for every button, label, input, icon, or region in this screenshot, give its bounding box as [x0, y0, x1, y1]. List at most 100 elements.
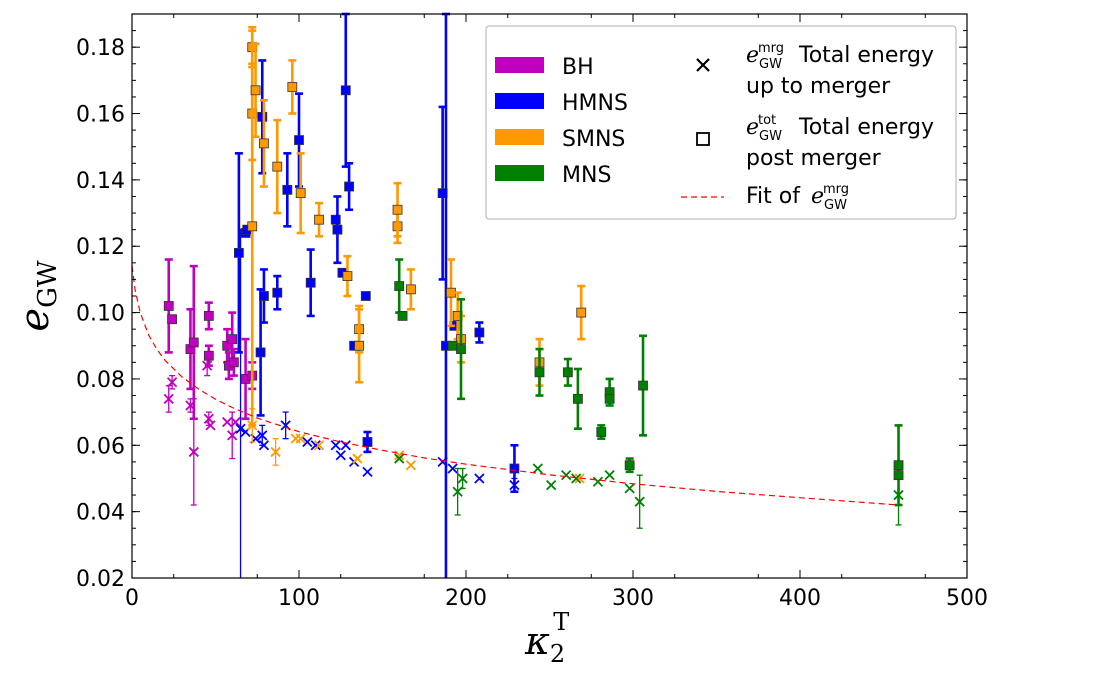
- smns-total-point: [247, 221, 258, 232]
- smns-merger-point: [405, 460, 417, 471]
- y-tick-label: 0.14: [76, 169, 125, 194]
- bh-merger-point: [205, 420, 216, 431]
- legend-label-smns: SMNS: [562, 127, 625, 152]
- bh-total-point: [227, 334, 238, 345]
- mns-merger-point: [394, 453, 405, 464]
- cross-stroke: [574, 473, 585, 484]
- cross-stroke: [302, 436, 313, 448]
- cross-stroke: [270, 446, 281, 458]
- mns-total-point: [604, 393, 615, 404]
- mns-total-point: [893, 460, 904, 471]
- smns-merger-point: [295, 433, 306, 444]
- cross-stroke: [340, 440, 351, 451]
- cross-stroke: [604, 470, 615, 481]
- hmns-total-point: [509, 463, 520, 474]
- cross-stroke: [624, 483, 635, 494]
- hmns-total-point: [282, 184, 293, 195]
- legend-marker-square: [696, 132, 710, 146]
- hmns-total-point: [272, 287, 283, 298]
- cross-stroke: [205, 420, 216, 431]
- mns-total-point: [534, 367, 545, 378]
- cross-stroke: [352, 453, 363, 464]
- legend-label-mns: MNS: [562, 163, 611, 188]
- cross-stroke: [546, 479, 557, 491]
- fit-curve: [131, 266, 899, 506]
- plot-marks: [163, 12, 904, 578]
- mns-total-point: [394, 281, 405, 291]
- mns-merger-point: [604, 470, 615, 481]
- legend-square-line2: post merger: [746, 146, 882, 171]
- x-axis-title-sup: T: [553, 608, 569, 636]
- legend-fit-sub: GW: [824, 198, 847, 213]
- legend-swatch-mns: [495, 165, 544, 181]
- hmns-total-point: [474, 327, 485, 338]
- legend-square-sub: GW: [759, 129, 782, 144]
- smns-merger-point: [574, 473, 585, 484]
- cross-stroke: [295, 433, 306, 444]
- x-tick-label: 400: [779, 586, 821, 611]
- legend-cross-sub: GW: [759, 57, 782, 72]
- smns-merger-point: [290, 433, 301, 444]
- cross-stroke: [474, 473, 485, 484]
- legend-fit-sup: mrg: [823, 182, 849, 197]
- cross-stroke: [634, 496, 645, 507]
- legend-fit-e: e: [811, 184, 824, 209]
- hmns-merger-point: [302, 436, 313, 448]
- y-tick-label: 0.10: [76, 302, 125, 327]
- legend-cross-line1: Total energy: [798, 43, 934, 68]
- hmns-merger-point: [330, 440, 341, 451]
- mns-total-point: [624, 460, 635, 471]
- y-tick-label: 0.16: [76, 103, 125, 128]
- cross-stroke: [166, 377, 178, 388]
- x-tick-label: 500: [946, 586, 988, 611]
- mns-total-point: [596, 427, 607, 437]
- legend-label-hmns: HMNS: [562, 91, 628, 116]
- bh-merger-point: [163, 393, 174, 404]
- hmns-total-point: [332, 224, 343, 235]
- mns-total-point: [562, 367, 573, 378]
- cross-stroke: [310, 440, 321, 451]
- hmns-total-point: [344, 181, 355, 192]
- cross-stroke: [257, 430, 268, 441]
- smns-total-point: [287, 82, 298, 92]
- x-tick-label: 0: [125, 586, 139, 611]
- cross-stroke: [394, 453, 405, 464]
- y-axis-title-main: e: [12, 308, 58, 332]
- hmns-total-point: [259, 291, 269, 301]
- mns-merger-point: [546, 479, 557, 491]
- cross-stroke: [163, 393, 174, 404]
- legend-square-e: e: [746, 115, 759, 140]
- smns-total-point: [354, 340, 365, 351]
- smns-merger-point: [352, 453, 363, 464]
- y-axis-title-sub: GW: [33, 260, 63, 308]
- hmns-merger-point: [474, 473, 485, 484]
- bh-total-point: [163, 301, 174, 311]
- bh-merger-point: [227, 430, 238, 441]
- hmns-merger-point: [310, 440, 321, 451]
- y-tick-label: 0.02: [76, 567, 125, 592]
- cross-stroke: [280, 420, 291, 431]
- y-tick-label: 0.12: [76, 235, 125, 260]
- axis-ticks: 0 100 200 300 400 500 0.02 0.04 0.06 0.08 0.10 0.12…: [76, 14, 988, 611]
- smns-total-point: [314, 214, 324, 225]
- legend-frame: [485, 25, 957, 220]
- cross-stroke: [571, 473, 582, 484]
- x-axis-title: κ2 T: [524, 608, 569, 668]
- hmns-merger-point: [362, 466, 373, 477]
- smns-total-point: [392, 204, 403, 215]
- legend: BH HMNS SMNS MNS eGWmrg Total energy up …: [485, 25, 957, 220]
- cross-stroke: [313, 440, 325, 451]
- y-tick-label: 0.18: [76, 36, 125, 61]
- legend-marker-cross: [696, 58, 710, 72]
- smns-total-point: [342, 271, 353, 281]
- legend-cross-line2: up to merger: [746, 74, 891, 99]
- hmns-merger-point: [258, 440, 270, 451]
- smns-total-point: [259, 138, 269, 149]
- hmns-total-point: [362, 437, 373, 447]
- bh-total-point: [228, 357, 239, 368]
- cross-stroke: [258, 440, 270, 451]
- y-tick-label: 0.08: [76, 368, 125, 393]
- legend-fit-label: Fit of eGWmrg: [746, 182, 849, 213]
- bh-total-point: [203, 350, 214, 361]
- smns-merger-point: [313, 440, 325, 451]
